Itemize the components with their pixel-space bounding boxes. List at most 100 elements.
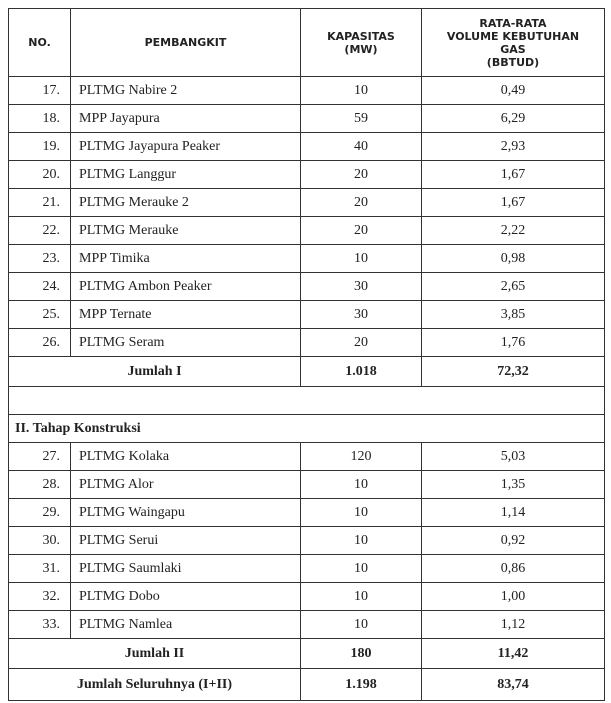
subtotal-text: 1.018 xyxy=(345,363,377,379)
cell-text: 25. xyxy=(42,306,61,322)
cell: MPP Timika xyxy=(70,244,301,273)
header-cell: PEMBANGKIT xyxy=(70,8,301,77)
cell-text: 22. xyxy=(42,222,61,238)
cell: 22. xyxy=(8,216,71,245)
cell: MPP Ternate xyxy=(70,300,301,329)
data-row: 26. PLTMG Seram 20 1,76 xyxy=(8,328,605,357)
cell-text: PLTMG Kolaka xyxy=(79,448,170,464)
cell: 10 xyxy=(300,498,422,527)
cell: 2,93 xyxy=(421,132,605,161)
data-row: 22. PLTMG Merauke 20 2,22 xyxy=(8,216,605,245)
cell-text: 3,85 xyxy=(500,306,526,322)
cell: 25. xyxy=(8,300,71,329)
cell-text: 10 xyxy=(354,532,368,548)
cell: 30. xyxy=(8,526,71,555)
cell: 10 xyxy=(300,582,422,611)
cell-text: PLTMG Merauke 2 xyxy=(79,194,189,210)
cell: 19. xyxy=(8,132,71,161)
cell-text: PLTMG Serui xyxy=(79,532,159,548)
cell: 6,29 xyxy=(421,104,605,133)
cell: PLTMG Serui xyxy=(70,526,301,555)
cell: PLTMG Nabire 2 xyxy=(70,76,301,105)
section-title-text: II. Tahap Konstruksi xyxy=(15,420,141,436)
data-row: 28. PLTMG Alor 10 1,35 xyxy=(8,470,605,499)
header-text: PEMBANGKIT xyxy=(144,36,227,49)
cell-text: 20 xyxy=(354,166,368,182)
cell-text: PLTMG Saumlaki xyxy=(79,560,182,576)
cell-text: 0,98 xyxy=(500,250,526,266)
subtotal-label: Jumlah I xyxy=(8,356,301,387)
cell: 0,49 xyxy=(421,76,605,105)
section-title: II. Tahap Konstruksi xyxy=(8,414,605,443)
cell: 20. xyxy=(8,160,71,189)
cell: 0,86 xyxy=(421,554,605,583)
cell-text: 33. xyxy=(42,616,61,632)
cell: 3,85 xyxy=(421,300,605,329)
cell-text: 26. xyxy=(42,334,61,350)
cell: 20 xyxy=(300,188,422,217)
header-text: GAS xyxy=(500,42,526,56)
header-text: (MW) xyxy=(344,42,378,56)
cell: 0,98 xyxy=(421,244,605,273)
cell-text: PLTMG Jayapura Peaker xyxy=(79,138,221,154)
subtotal-text: Jumlah II xyxy=(124,645,185,661)
cell-text: 10 xyxy=(354,588,368,604)
cell: PLTMG Langgur xyxy=(70,160,301,189)
cell-text: 17. xyxy=(42,82,61,98)
cell: PLTMG Namlea xyxy=(70,610,301,639)
cell-text: 1,00 xyxy=(500,588,526,604)
header-row: NO. PEMBANGKIT KAPASITAS (MW) RATA-RATA VOLUM… xyxy=(8,8,605,77)
cell-text: PLTMG Dobo xyxy=(79,588,160,604)
cell-text: 0,92 xyxy=(500,532,526,548)
subtotal-text: Jumlah I xyxy=(127,363,182,379)
cell-text: MPP Timika xyxy=(79,250,150,266)
data-row: 23. MPP Timika 10 0,98 xyxy=(8,244,605,273)
subtotal-value: 180 xyxy=(300,638,422,669)
cell-text: 59 xyxy=(354,110,368,126)
cell-text: 1,14 xyxy=(500,504,526,520)
cell-text: 30 xyxy=(354,278,368,294)
cell: PLTMG Merauke 2 xyxy=(70,188,301,217)
cell: 10 xyxy=(300,470,422,499)
cell: 2,22 xyxy=(421,216,605,245)
cell: 10 xyxy=(300,526,422,555)
data-row: 32. PLTMG Dobo 10 1,00 xyxy=(8,582,605,611)
subtotal-value: 72,32 xyxy=(421,356,605,387)
cell: PLTMG Waingapu xyxy=(70,498,301,527)
cell: 10 xyxy=(300,610,422,639)
cell-text: PLTMG Nabire 2 xyxy=(79,82,178,98)
cell-text: 29. xyxy=(42,504,61,520)
cell: 23. xyxy=(8,244,71,273)
cell-text: 30 xyxy=(354,306,368,322)
cell: 1,67 xyxy=(421,188,605,217)
subtotal-text: 72,32 xyxy=(497,363,529,379)
cell: PLTMG Ambon Peaker xyxy=(70,272,301,301)
cell-text: 23. xyxy=(42,250,61,266)
table: NO. PEMBANGKIT KAPASITAS (MW) RATA-RATA VOLUM… xyxy=(8,8,605,701)
cell: 29. xyxy=(8,498,71,527)
section-row: II. Tahap Konstruksi xyxy=(8,414,605,443)
subtotal-value: 11,42 xyxy=(421,638,605,669)
cell: 30 xyxy=(300,300,422,329)
header-text: (BBTUD) xyxy=(486,55,540,69)
cell: PLTMG Saumlaki xyxy=(70,554,301,583)
data-row: 30. PLTMG Serui 10 0,92 xyxy=(8,526,605,555)
cell-text: 27. xyxy=(42,448,61,464)
total-label: Jumlah Seluruhnya (I+II) xyxy=(8,668,301,701)
cell: 20 xyxy=(300,328,422,357)
subtotal-text: 180 xyxy=(350,645,372,661)
cell-text: 1,12 xyxy=(500,616,526,632)
cell: 24. xyxy=(8,272,71,301)
cell-text: 19. xyxy=(42,138,61,154)
header-cell: RATA-RATA VOLUME KEBUTUHAN GAS (BBTUD) xyxy=(421,8,605,77)
cell-text: 0,86 xyxy=(500,560,526,576)
data-row: 21. PLTMG Merauke 2 20 1,67 xyxy=(8,188,605,217)
cell-text: 28. xyxy=(42,476,61,492)
cell: 1,00 xyxy=(421,582,605,611)
cell: 10 xyxy=(300,76,422,105)
cell-text: 120 xyxy=(350,448,372,464)
cell-text: 20 xyxy=(354,222,368,238)
cell-text: PLTMG Waingapu xyxy=(79,504,185,520)
data-row: 17. PLTMG Nabire 2 10 0,49 xyxy=(8,76,605,105)
total-row: Jumlah Seluruhnya (I+II) 1.198 83,74 xyxy=(8,668,605,701)
